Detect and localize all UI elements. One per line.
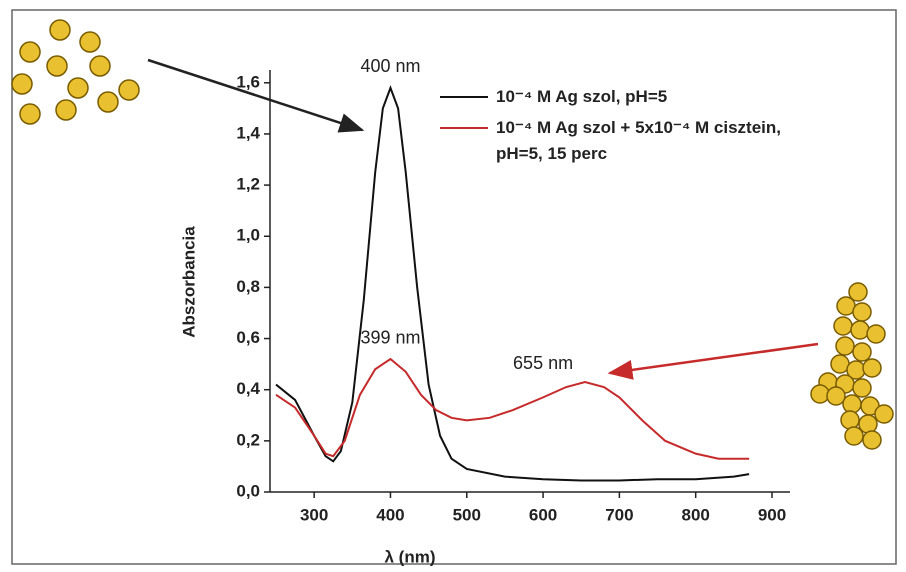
frame: [11, 9, 897, 565]
line: [275, 85, 750, 482]
annotation: 399 nm: [360, 327, 420, 347]
x-tick-label: 300: [300, 505, 328, 524]
y-tick-label: 0,8: [236, 277, 260, 296]
legend-label: 10⁻⁴ M Ag szol + 5x10⁻⁴ M cisztein, pH=5…: [496, 118, 781, 163]
y-tick-label: 0,2: [236, 430, 260, 449]
annotation: 655 nm: [513, 353, 573, 373]
y-tick-label: 1,4: [236, 123, 260, 142]
x-tick-label: 500: [453, 505, 481, 524]
y-tick-label: 1,6: [236, 72, 260, 91]
y-tick-label: 0,6: [236, 328, 260, 347]
x-tick-label: 400: [376, 505, 404, 524]
arrow: [607, 342, 819, 380]
arrow: [147, 58, 365, 133]
aggregated-particles: [810, 282, 894, 450]
annotation: 400 nm: [360, 56, 420, 76]
y-tick-label: 0,4: [236, 379, 260, 398]
y-tick-label: 0,0: [236, 481, 260, 500]
y-tick-label: 1,2: [236, 175, 260, 194]
y-axis-label: Abszorbancia: [179, 226, 198, 338]
dispersed-particles: [11, 19, 140, 125]
x-axis-label: λ (nm): [385, 547, 436, 566]
x-tick-label: 900: [758, 505, 786, 524]
x-tick-label: 700: [605, 505, 633, 524]
x-tick-label: 800: [682, 505, 710, 524]
line: [275, 357, 750, 460]
legend-label: 10⁻⁴ M Ag szol, pH=5: [496, 87, 668, 106]
y-tick-label: 1,0: [236, 226, 260, 245]
x-tick-label: 600: [529, 505, 557, 524]
